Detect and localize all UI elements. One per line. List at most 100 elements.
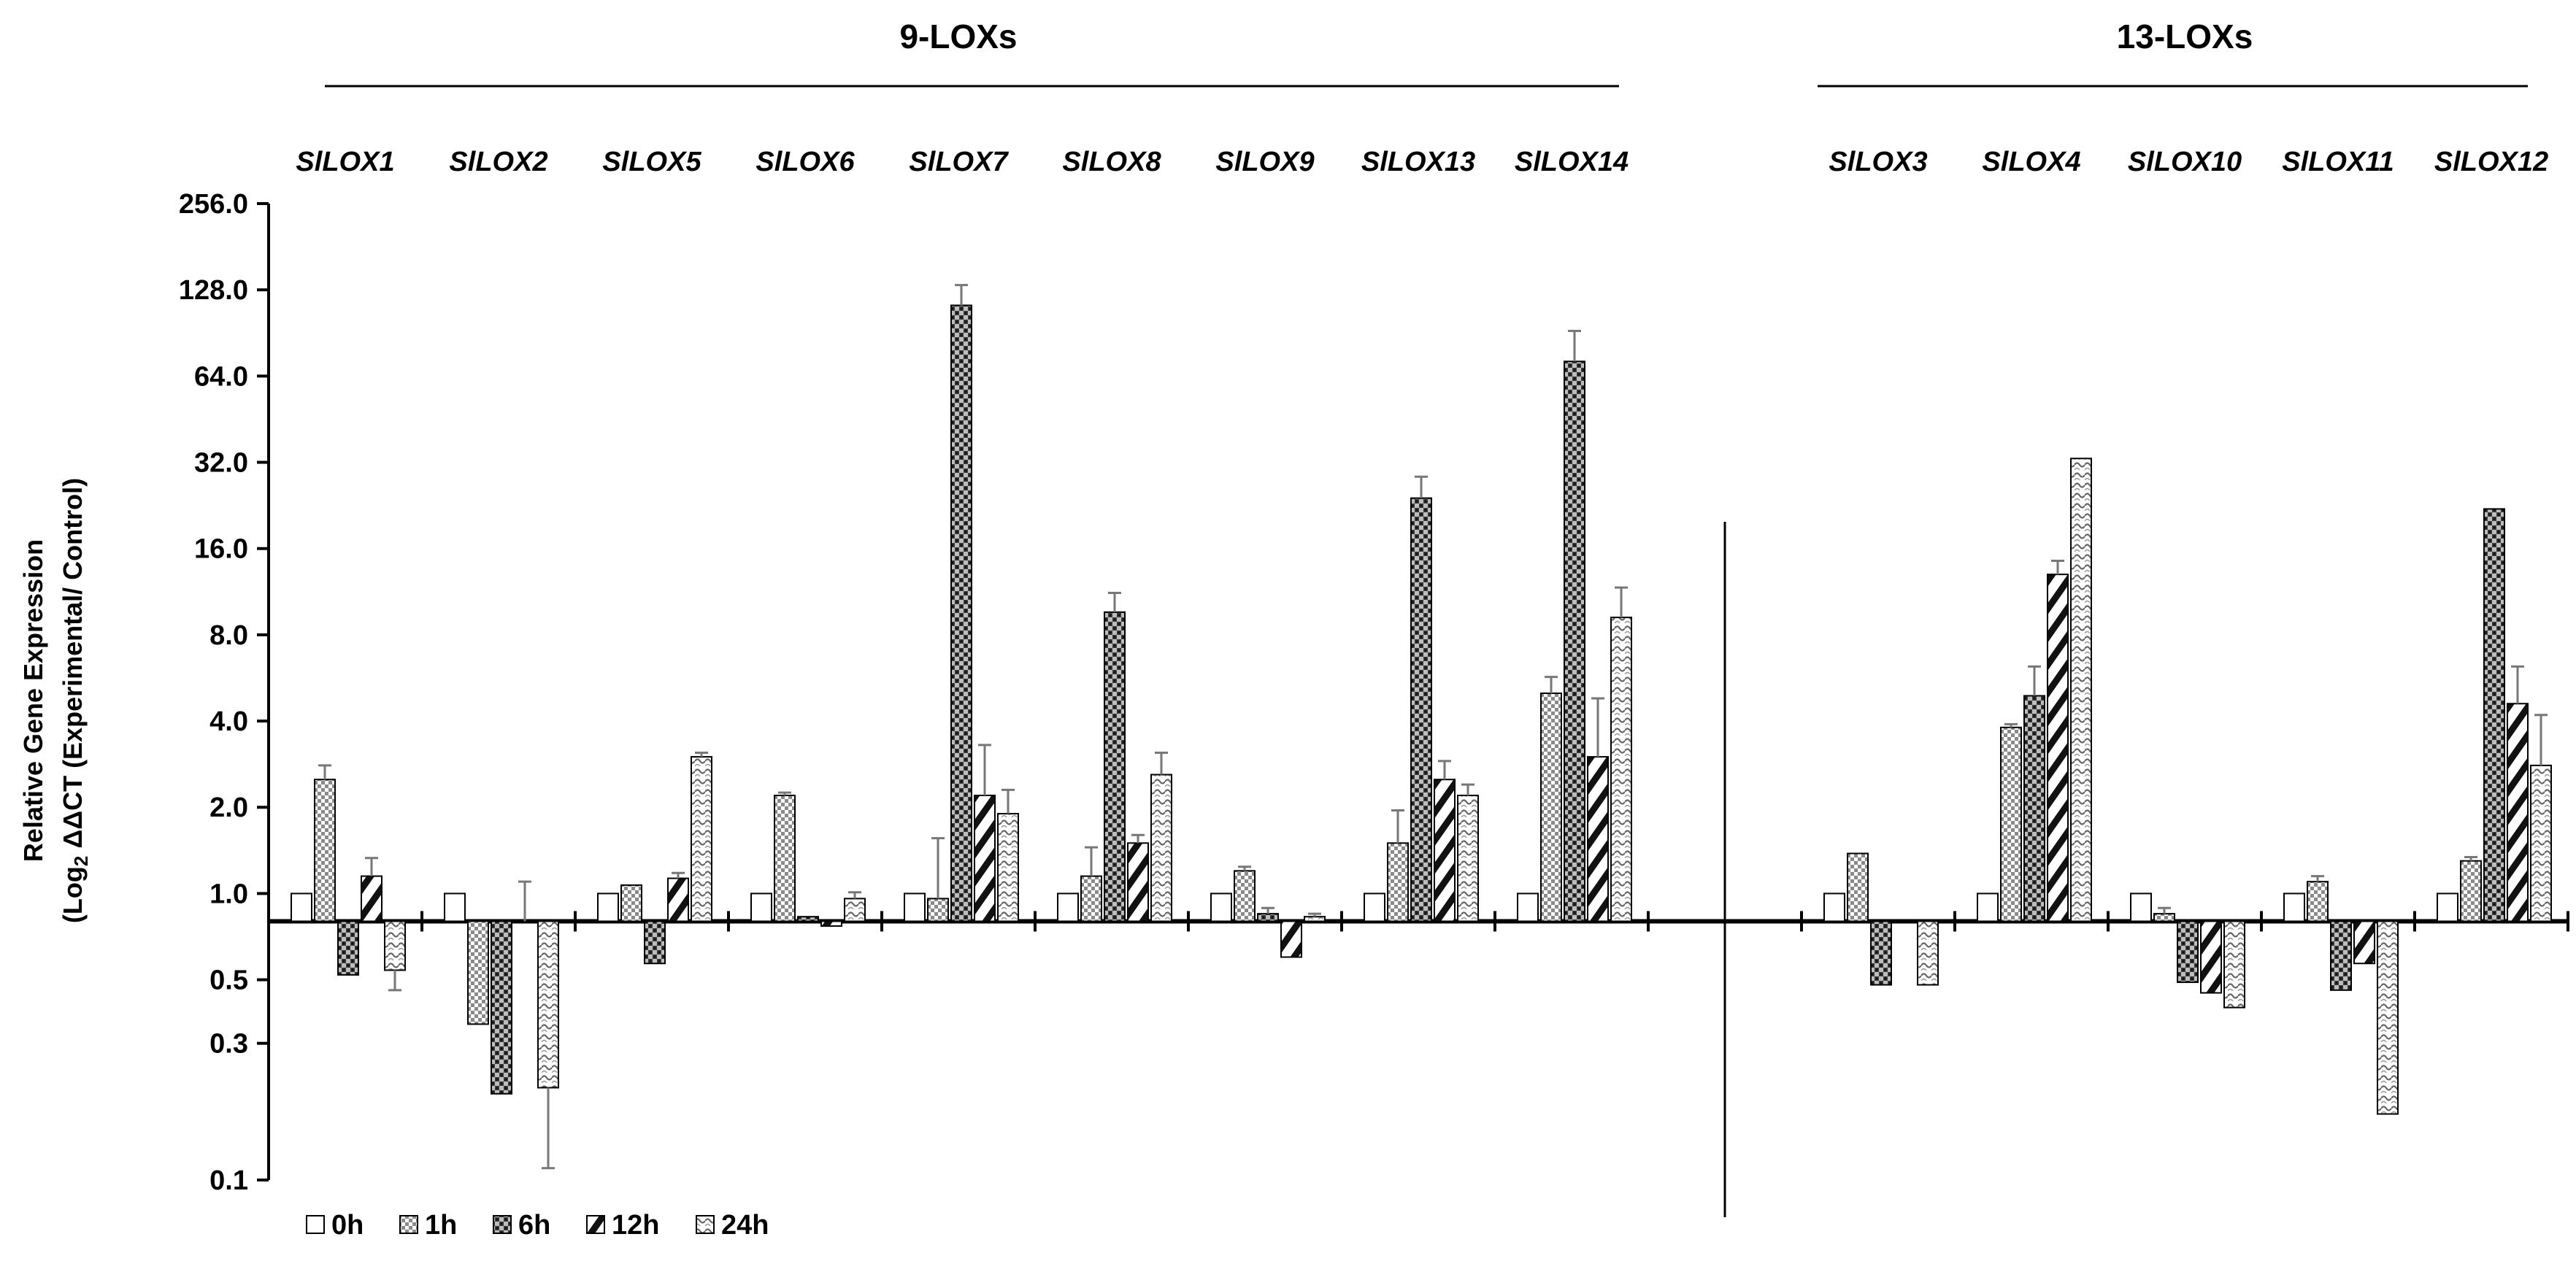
y-tick-label: 256.0 — [179, 189, 248, 220]
bar-sllox8-0h — [1057, 892, 1079, 922]
y-axis-title: Relative Gene Expression — [18, 539, 48, 862]
bar-sllox2-6h — [491, 920, 512, 1095]
gene-label-sllox14: SlLOX14 — [1515, 147, 1629, 177]
group-label-9-loxs: 9-LOXs — [899, 18, 1017, 55]
bar-sllox10-12h — [2200, 920, 2222, 994]
bar-sllox12-6h — [2483, 508, 2505, 922]
bar-sllox1-0h — [291, 892, 312, 922]
y-tick-label: 0.3 — [209, 1029, 248, 1060]
bar-sllox13-0h — [1364, 892, 1385, 922]
bar-sllox5-6h — [644, 920, 666, 965]
bar-sllox6-12h — [820, 920, 842, 927]
legend-label-0h: 0h — [331, 1210, 364, 1241]
bar-sllox13-1h — [1387, 842, 1409, 922]
bar-sllox10-6h — [2177, 920, 2199, 984]
bar-sllox9-24h — [1304, 916, 1326, 922]
bar-sllox9-1h — [1234, 870, 1256, 922]
bar-sllox12-24h — [2530, 764, 2552, 922]
y-tick-label: 0.5 — [209, 965, 248, 996]
legend-swatch-0h — [306, 1215, 325, 1234]
bar-sllox5-24h — [691, 756, 712, 922]
bar-sllox2-1h — [467, 920, 489, 1025]
gene-label-sllox9: SlLOX9 — [1215, 147, 1314, 177]
gene-label-sllox1: SlLOX1 — [296, 147, 394, 177]
bar-sllox1-1h — [314, 779, 336, 922]
bar-sllox13-6h — [1410, 497, 1432, 922]
bar-sllox9-0h — [1210, 892, 1232, 922]
y-tick-label: 1.0 — [209, 879, 248, 909]
bar-sllox7-12h — [974, 794, 996, 922]
gene-label-sllox11: SlLOX11 — [2282, 147, 2394, 177]
group-label-13-loxs: 13-LOXs — [2117, 18, 2253, 55]
y-tick-label: 32.0 — [194, 448, 248, 479]
bar-sllox14-12h — [1587, 756, 1609, 922]
bar-sllox4-12h — [2047, 574, 2069, 922]
bar-sllox8-1h — [1080, 875, 1102, 922]
bar-sllox9-6h — [1257, 913, 1279, 922]
gene-label-sllox12: SlLOX12 — [2434, 147, 2548, 177]
bar-sllox11-0h — [2283, 892, 2305, 922]
y-tick-label: 8.0 — [209, 620, 248, 651]
bar-sllox14-24h — [1610, 617, 1632, 922]
bar-sllox7-6h — [950, 304, 972, 922]
gene-label-sllox2: SlLOX2 — [449, 147, 547, 177]
bar-sllox1-12h — [361, 875, 382, 922]
bar-sllox12-1h — [2460, 860, 2482, 922]
legend-swatch-12h — [586, 1215, 605, 1234]
legend-swatch-24h — [696, 1215, 715, 1234]
bar-sllox2-24h — [537, 920, 559, 1089]
bar-sllox3-6h — [1870, 920, 1892, 986]
bar-sllox7-0h — [904, 892, 926, 922]
legend-label-24h: 24h — [721, 1210, 769, 1241]
bar-sllox3-24h — [1917, 920, 1939, 986]
gene-label-sllox5: SlLOX5 — [602, 147, 701, 177]
bar-sllox6-6h — [797, 916, 819, 922]
y-tick-label: 0.1 — [209, 1165, 248, 1196]
legend-label-1h: 1h — [425, 1210, 457, 1241]
bar-sllox9-12h — [1280, 920, 1302, 958]
bar-sllox11-1h — [2307, 881, 2329, 922]
legend-label-12h: 12h — [612, 1210, 659, 1241]
y-axis-title-line2: (Log2 ΔΔCT (Experimental/ Control) — [58, 478, 92, 923]
bar-sllox11-12h — [2353, 920, 2375, 965]
bar-sllox5-1h — [620, 884, 642, 922]
legend-swatch-1h — [399, 1215, 418, 1234]
y-tick-label: 128.0 — [179, 275, 248, 306]
bar-sllox14-6h — [1564, 360, 1585, 922]
gene-label-sllox3: SlLOX3 — [1829, 147, 1927, 177]
bar-sllox3-0h — [1823, 892, 1845, 922]
legend: 0h 1h 6h 12h 24h — [306, 1210, 769, 1241]
gene-labels: SlLOX1 SlLOX2 SlLOX5 SlLOX6 SlLOX7 SlLOX8 SlLO… — [296, 147, 2548, 177]
gene-label-sllox7: SlLOX7 — [909, 147, 1009, 177]
bars — [291, 284, 2552, 1170]
gene-label-sllox10: SlLOX10 — [2128, 147, 2242, 177]
bar-sllox5-12h — [667, 877, 689, 922]
bar-sllox8-24h — [1150, 774, 1172, 922]
bar-sllox4-0h — [1977, 892, 1999, 922]
y-tick-label: 64.0 — [194, 361, 248, 392]
bar-sllox10-0h — [2130, 892, 2152, 922]
bar-sllox14-1h — [1540, 693, 1562, 922]
bar-sllox10-1h — [2153, 913, 2175, 922]
gene-label-sllox8: SlLOX8 — [1062, 147, 1161, 177]
legend-swatch-6h — [493, 1215, 512, 1234]
bar-sllox1-24h — [384, 920, 406, 971]
legend-label-6h: 6h — [518, 1210, 550, 1241]
bar-sllox6-24h — [844, 898, 866, 922]
bar-sllox6-1h — [774, 794, 796, 922]
bar-sllox4-24h — [2070, 458, 2092, 922]
bar-sllox12-12h — [2507, 703, 2529, 922]
bar-sllox14-0h — [1517, 892, 1539, 922]
y-tick-label: 4.0 — [209, 706, 248, 737]
bar-sllox4-1h — [2000, 726, 2022, 922]
bar-sllox8-12h — [1127, 842, 1149, 922]
bar-sllox12-0h — [2437, 892, 2458, 922]
gene-label-sllox13: SlLOX13 — [1361, 147, 1475, 177]
bar-sllox1-6h — [337, 920, 359, 976]
bar-sllox2-0h — [444, 892, 466, 922]
bar-sllox11-6h — [2330, 920, 2352, 991]
bar-sllox6-0h — [750, 892, 772, 922]
gene-label-sllox4: SlLOX4 — [1982, 147, 2080, 177]
bar-sllox13-24h — [1457, 794, 1479, 922]
bar-sllox8-6h — [1104, 611, 1126, 922]
